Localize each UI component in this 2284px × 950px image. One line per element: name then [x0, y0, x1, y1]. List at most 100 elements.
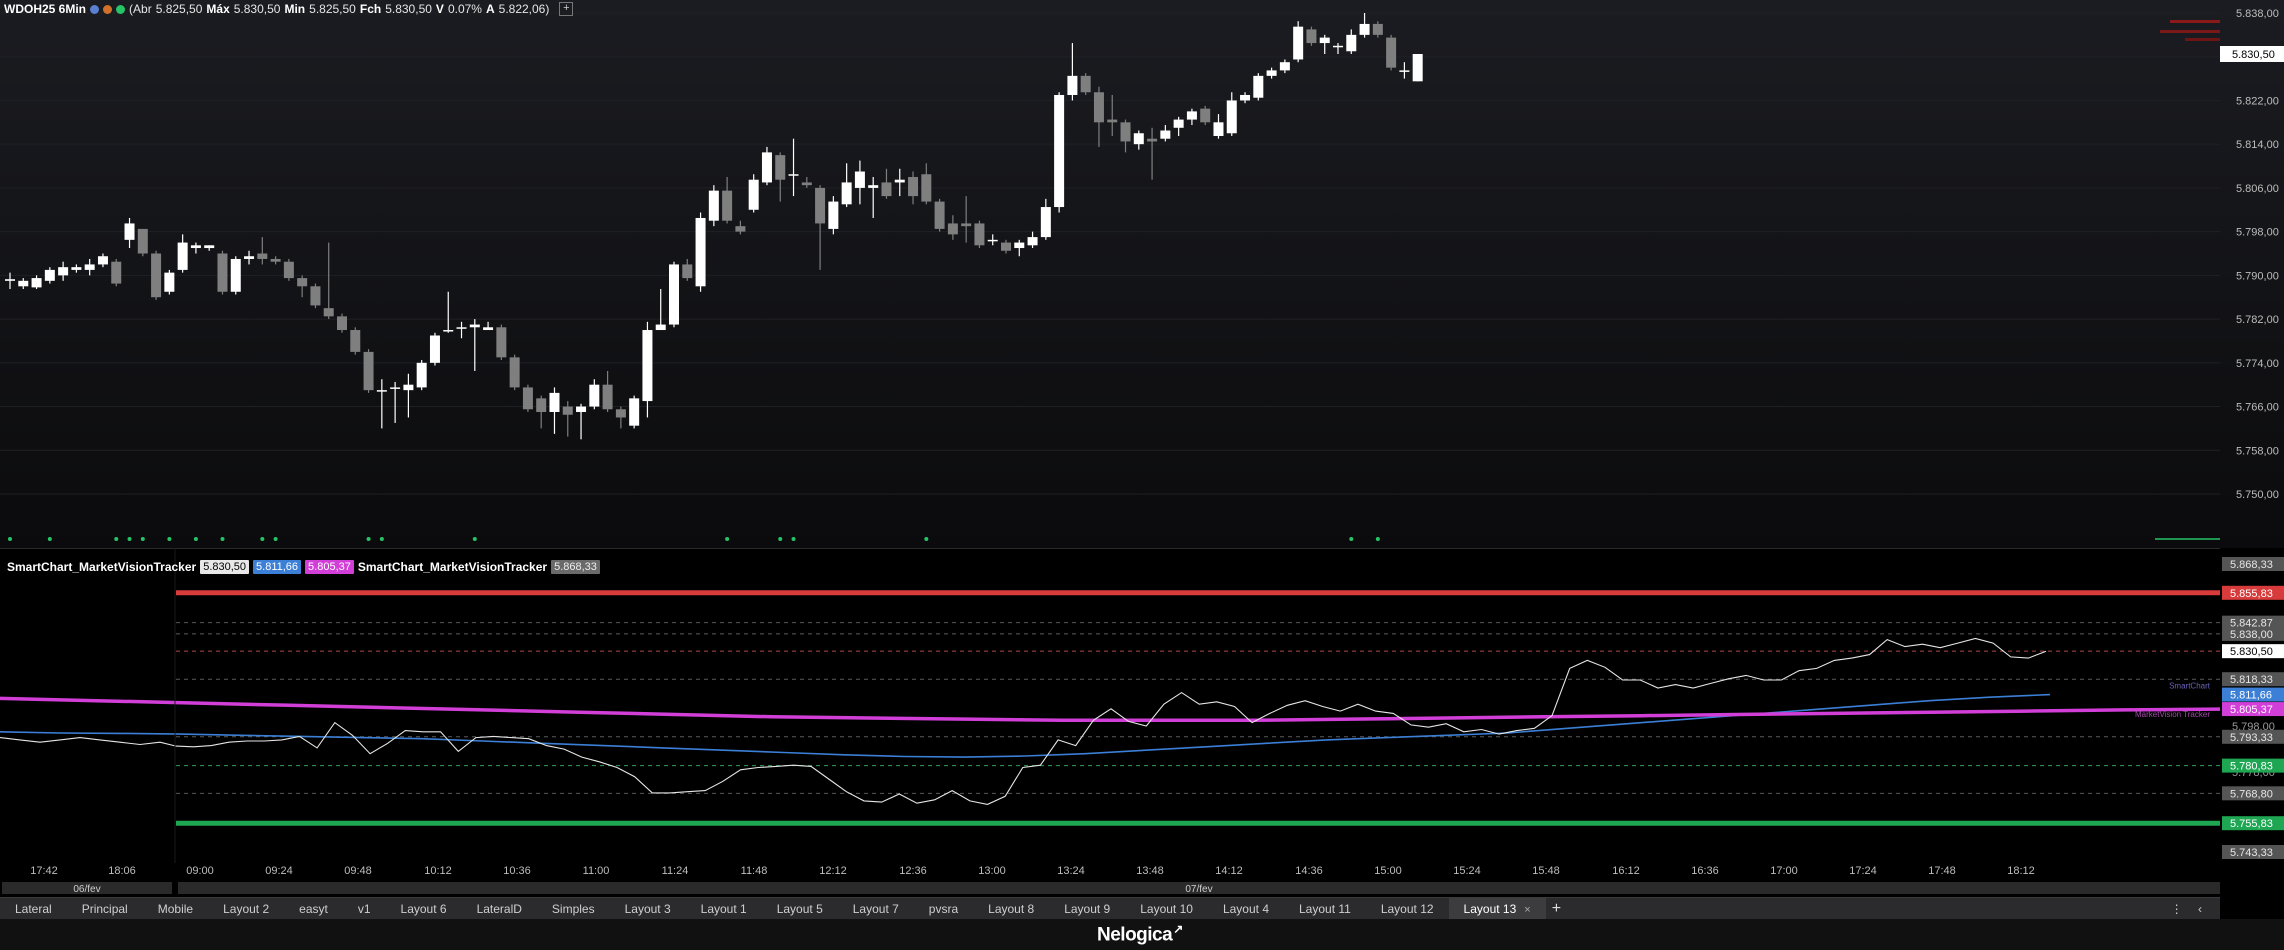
- candle-body: [456, 327, 467, 329]
- brand-mark-icon: ↗: [1173, 922, 1183, 936]
- indicator-tick-label-tag: [2222, 557, 2284, 571]
- candle-body: [522, 387, 533, 410]
- price-tick-label: 5.798,00: [2236, 227, 2279, 239]
- tab-layout-2[interactable]: Layout 2: [208, 898, 284, 920]
- candle-body: [363, 351, 374, 391]
- close-series-line: [0, 637, 2047, 805]
- tab-layout-7[interactable]: Layout 7: [838, 898, 914, 920]
- price-tick-label: 5.766,00: [2236, 402, 2279, 414]
- indicator-name[interactable]: SmartChart_MarketVisionTracker: [7, 560, 197, 574]
- candle-body: [151, 253, 162, 298]
- candle-body: [1186, 111, 1197, 120]
- add-study-button[interactable]: +: [559, 2, 574, 16]
- tab-menu-icon[interactable]: ⋮ ‹: [2170, 902, 2208, 916]
- tab-layout-13[interactable]: Layout 13 ×: [1448, 898, 1546, 920]
- v-label: V: [435, 2, 444, 16]
- candle-body: [58, 267, 69, 276]
- candle-body: [244, 256, 255, 259]
- candle-body: [1266, 70, 1277, 76]
- candle-body: [204, 245, 215, 249]
- candle-body: [230, 258, 241, 292]
- time-axis[interactable]: 17:42 18:06 09:00 09:24 09:48 10:12 10:36 11:00…: [2, 548, 2220, 895]
- candle-body: [894, 179, 905, 183]
- date-label: 06/fev: [73, 884, 100, 895]
- tab-simples[interactable]: Simples: [537, 898, 610, 920]
- candle-body: [841, 182, 852, 205]
- indicator-level-label-tag: [2222, 626, 2284, 641]
- min-label: Min: [284, 2, 306, 16]
- tab-layout-3[interactable]: Layout 3: [610, 898, 686, 920]
- tab-layout-8[interactable]: Layout 8: [973, 898, 1049, 920]
- tab-label: pvsra: [928, 902, 959, 916]
- indicator-level-label: 5.793,33: [2230, 732, 2273, 744]
- candle-body: [1067, 75, 1078, 95]
- candle-body: [124, 223, 135, 240]
- tab-label: Layout 3: [624, 902, 671, 916]
- candle-body: [562, 406, 573, 415]
- alert-icon[interactable]: [103, 4, 113, 14]
- series-name-label: SmartChart: [2169, 682, 2211, 691]
- tab-layout-9[interactable]: Layout 9: [1049, 898, 1125, 920]
- tab-v1[interactable]: v1: [343, 898, 386, 920]
- candle-body: [735, 226, 746, 232]
- tab-layout-1[interactable]: Layout 1: [686, 898, 762, 920]
- tab-close-icon[interactable]: ×: [1524, 904, 1531, 916]
- tab-layout-10[interactable]: Layout 10: [1125, 898, 1208, 920]
- tab-pvsra[interactable]: pvsra: [914, 898, 973, 920]
- smartchart-series-line: [0, 693, 2051, 758]
- candle-body: [974, 223, 985, 246]
- candle-body: [483, 327, 494, 331]
- price-tick-label: 5.806,00: [2236, 183, 2279, 195]
- add-tab-icon[interactable]: +: [1551, 900, 1562, 917]
- tab-principal[interactable]: Principal: [67, 898, 143, 920]
- tab-label: Mobile: [157, 902, 194, 916]
- time-tick-label: 11:00: [583, 865, 610, 877]
- max-value: 5.830,50: [233, 2, 281, 16]
- candle-body: [1359, 23, 1370, 35]
- candle-body: [31, 278, 42, 288]
- time-tick-label: 17:24: [1849, 865, 1877, 877]
- price-tick-label: 5.790,00: [2236, 270, 2279, 282]
- candle-body: [775, 155, 786, 180]
- fch-label: Fch: [359, 2, 382, 16]
- tab-easyt[interactable]: easyt: [284, 898, 343, 920]
- candle-body: [283, 261, 294, 279]
- signal-dot: [193, 537, 198, 541]
- candle-body: [788, 174, 799, 176]
- tab-layout-11[interactable]: Layout 11: [1284, 898, 1366, 920]
- indicator-name-2[interactable]: SmartChart_MarketVisionTracker: [357, 560, 548, 574]
- tab-layout-4[interactable]: Layout 4: [1208, 898, 1284, 920]
- candle-body: [190, 245, 201, 249]
- tab-layout-6[interactable]: Layout 6: [386, 898, 462, 920]
- indicator-value-3: 5.805,37: [305, 560, 354, 574]
- price-tick-label: 5.758,00: [2236, 445, 2279, 457]
- grid: [0, 12, 2220, 495]
- candle-body: [137, 228, 148, 254]
- symbol-label[interactable]: WDOH25 6Min: [4, 2, 87, 16]
- price-tick-label: 5.750,00: [2236, 489, 2279, 501]
- candle-body: [416, 362, 427, 388]
- settings-icon[interactable]: [90, 4, 100, 14]
- abr-label: (Abr: [129, 2, 152, 16]
- price-axis[interactable]: 5.838,005.830,005.822,005.814,005.806,00…: [2220, 8, 2284, 859]
- marketvision-series-line: [0, 696, 2221, 723]
- tab-mobile[interactable]: Mobile: [143, 898, 208, 920]
- candle-body: [509, 357, 520, 388]
- candle-body: [682, 264, 693, 279]
- tab-layout-12[interactable]: Layout 12: [1366, 898, 1449, 920]
- candle-body: [1160, 130, 1171, 139]
- tab-lateral[interactable]: Lateral: [0, 898, 67, 920]
- tab-laterald[interactable]: LateralD: [462, 898, 537, 920]
- signal-dots: [8, 20, 2220, 541]
- price-tick-label: 5.838,00: [2236, 8, 2279, 20]
- indicator-level-label-tag: [2222, 672, 2284, 687]
- tab-layout-5[interactable]: Layout 5: [762, 898, 838, 920]
- indicator-pane-background: [0, 548, 2284, 863]
- candle-body: [111, 261, 122, 284]
- indicator-level-label-tag: [2222, 615, 2284, 630]
- candle-body: [1040, 207, 1051, 238]
- candle-body: [589, 384, 600, 407]
- candle-body: [1279, 62, 1290, 71]
- indicator-tick-label-tag: [2222, 845, 2284, 859]
